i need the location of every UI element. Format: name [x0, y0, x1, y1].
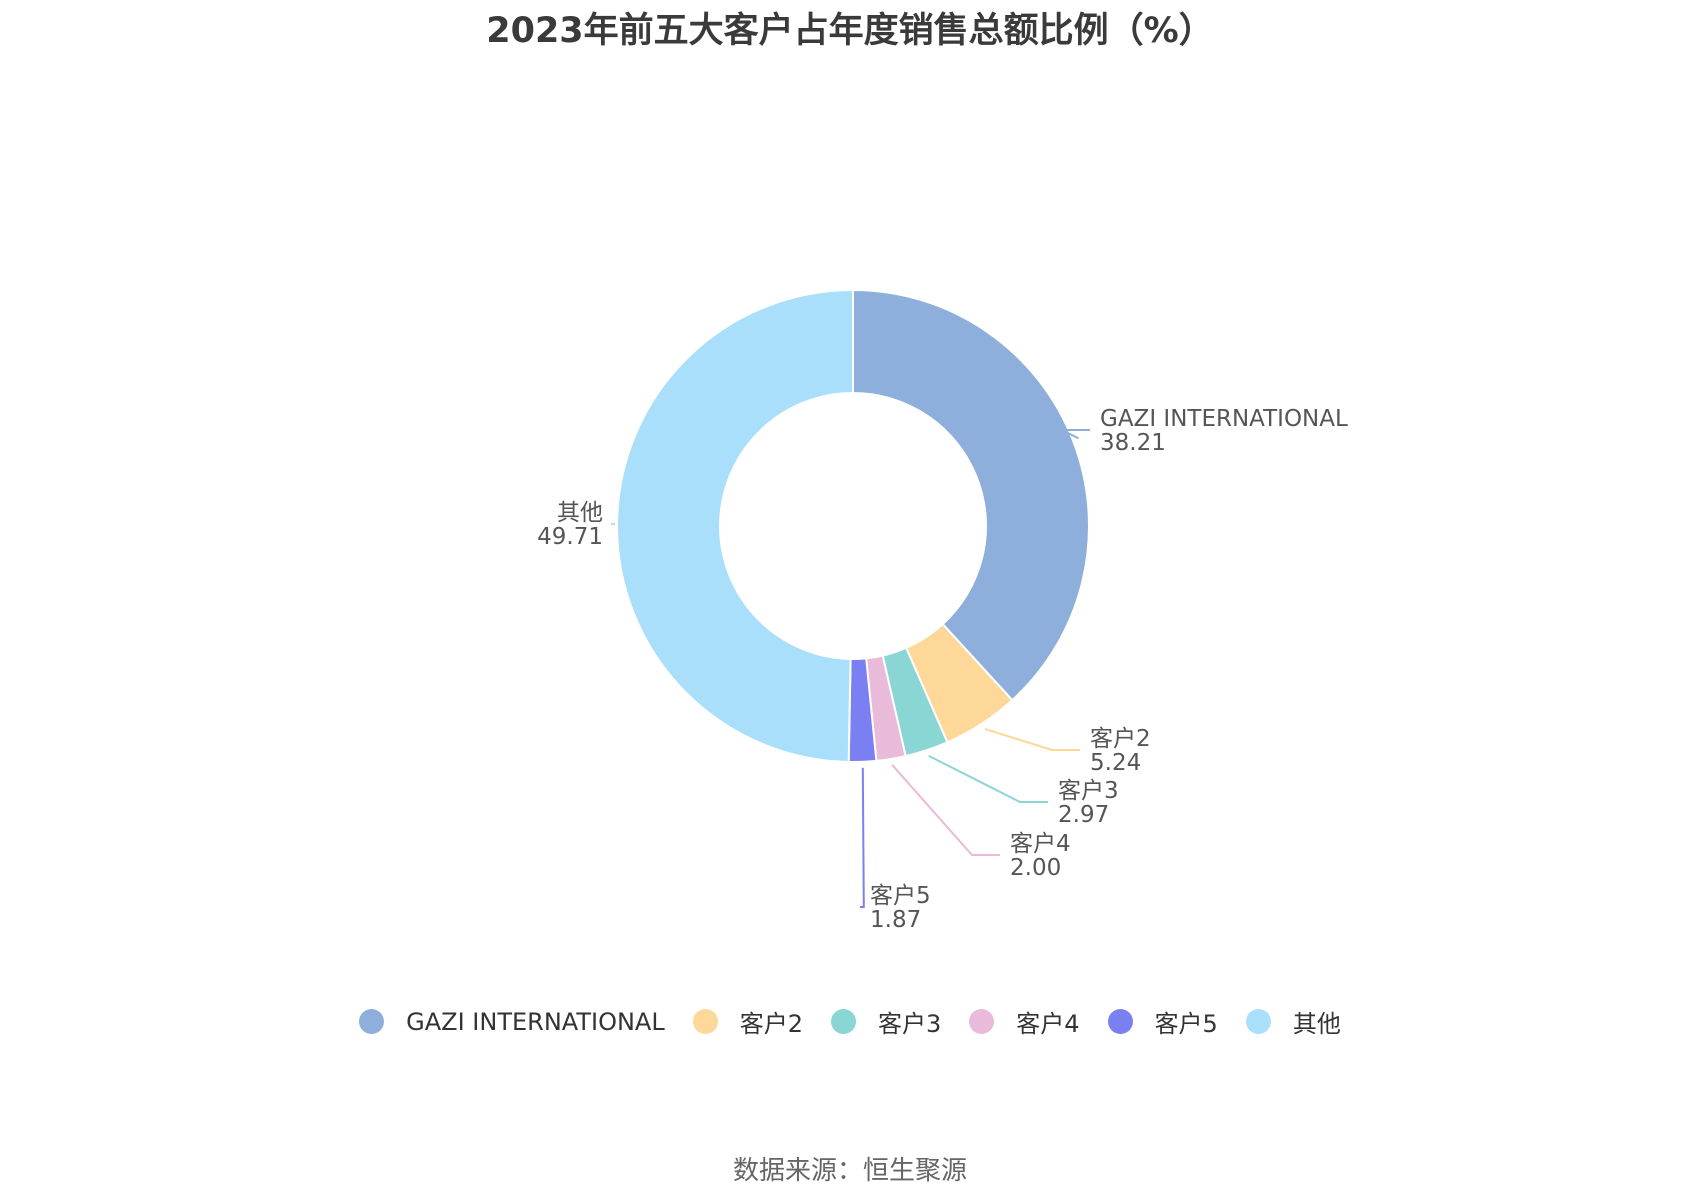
- slice-value-label: 5.24: [1090, 750, 1141, 776]
- leader-line: [1061, 429, 1090, 440]
- legend-label: 客户2: [739, 1010, 803, 1038]
- chart-title: 2023年前五大客户占年度销售总额比例（%）: [486, 11, 1214, 51]
- legend-item[interactable]: GAZI INTERNATIONAL: [359, 1008, 665, 1036]
- leader-line: [860, 767, 865, 908]
- legend-swatch: [1107, 1009, 1133, 1034]
- legend-swatch: [1245, 1009, 1271, 1034]
- legend-label: 客户4: [1016, 1010, 1080, 1038]
- slices-layer: [616, 288, 1090, 763]
- slice-label: 其他: [557, 500, 603, 526]
- slice-label: GAZI INTERNATIONAL: [1100, 406, 1348, 432]
- legend-label: 客户3: [878, 1010, 942, 1038]
- legend-swatch: [692, 1009, 718, 1034]
- leader-line: [928, 754, 1048, 803]
- legend-label: 客户5: [1154, 1010, 1218, 1038]
- leader-line: [891, 764, 1000, 856]
- slice-label: 客户4: [1010, 831, 1071, 857]
- slice-value-label: 2.97: [1058, 802, 1109, 828]
- legend-label: 其他: [1292, 1010, 1341, 1038]
- legend-swatch: [359, 1009, 385, 1034]
- data-source: 数据来源：恒生聚源: [732, 1156, 967, 1186]
- legend-item[interactable]: 客户5: [1107, 1004, 1218, 1039]
- legend-item[interactable]: 客户2: [692, 1004, 803, 1039]
- legend-item[interactable]: 其他: [1245, 1004, 1341, 1039]
- legend-swatch: [831, 1009, 856, 1034]
- leader-line: [984, 727, 1080, 751]
- pie-slice[interactable]: [852, 288, 1090, 702]
- legend-item[interactable]: 客户4: [969, 1004, 1080, 1039]
- slice-label: 客户2: [1090, 726, 1151, 752]
- legend-swatch: [969, 1009, 995, 1034]
- slice-value-label: 2.00: [1010, 855, 1061, 881]
- pie-slice[interactable]: [616, 288, 854, 763]
- slice-label: 客户5: [870, 883, 931, 909]
- legend-item[interactable]: 客户3: [831, 1004, 941, 1039]
- slice-value-label: 1.87: [870, 907, 921, 933]
- slice-label: 客户3: [1058, 778, 1119, 804]
- slice-value-label: 49.71: [537, 524, 603, 550]
- legend: GAZI INTERNATIONAL 客户2 客户3 客户4 客户5 其他: [0, 1004, 1700, 1039]
- legend-label: GAZI INTERNATIONAL: [406, 1007, 665, 1036]
- slice-value-label: 38.21: [1100, 430, 1166, 456]
